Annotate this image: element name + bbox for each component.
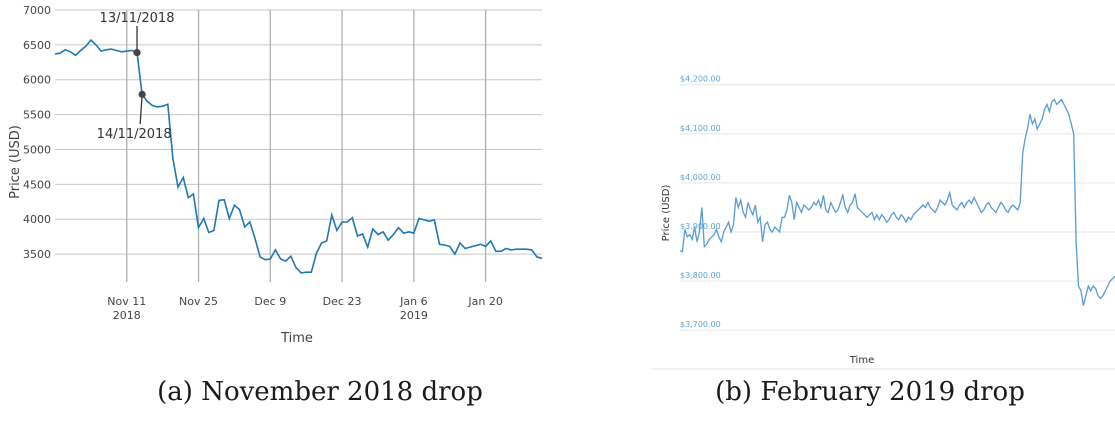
chart-b-price-line	[679, 98, 1115, 306]
chart-a-y-tick-label: 6000	[23, 74, 51, 87]
chart-a-gridlines	[55, 9, 542, 282]
chart-a-y-tick-label: 5000	[23, 143, 51, 156]
chart-b-y-tick-label: $4,000.00	[680, 173, 721, 182]
chart-a-x-tick-sublabel: 2019	[400, 309, 428, 322]
chart-a-y-tick-label: 4500	[23, 178, 51, 191]
chart-b-y-tick-label: $4,200.00	[680, 75, 721, 84]
chart-a-x-tick-label: Jan 6	[399, 295, 427, 308]
caption-b: (b) February 2019 drop	[715, 377, 1025, 407]
chart-a-y-axis-label: Price (USD)	[8, 125, 23, 199]
chart-b-y-axis-label: Price (USD)	[661, 185, 672, 242]
chart-b-y-tick-label: $4,100.00	[680, 124, 721, 133]
chart-a-annotation-label: 13/11/2018	[100, 11, 175, 26]
chart-a-y-tick-label: 5500	[23, 109, 51, 122]
chart-a-x-tick-label: Nov 25	[179, 295, 218, 308]
chart-a-x-tick-label: Nov 11	[107, 295, 146, 308]
chart-a-x-tick-label: Jan 20	[467, 295, 502, 308]
chart-a-x-tick-sublabel: 2018	[113, 309, 141, 322]
chart-a-annotation-marker	[138, 90, 146, 98]
chart-a-x-tick-label: Dec 9	[254, 295, 286, 308]
chart-a-annotation-label: 14/11/2018	[97, 127, 172, 142]
chart-a-annotations: 13/11/2018 14/11/2018	[97, 11, 175, 142]
chart-a-y-tick-label: 3500	[23, 248, 51, 261]
chart-b-y-tick-labels: $4,200.00$4,100.00$4,000.00$3,900.00$3,8…	[680, 75, 721, 329]
chart-b-gridlines	[652, 84, 1115, 370]
chart-a-annotation-marker	[133, 48, 141, 57]
caption-a: (a) November 2018 drop	[157, 377, 483, 407]
chart-a-y-tick-label: 4000	[23, 213, 51, 226]
chart-a-y-tick-label: 6500	[23, 39, 51, 52]
chart-b-y-tick-label: $3,700.00	[680, 320, 721, 329]
chart-a-x-axis-label: Time	[280, 331, 313, 346]
chart-b: $4,200.00$4,100.00$4,000.00$3,900.00$3,8…	[652, 75, 1115, 370]
chart-a-price-line	[54, 38, 543, 274]
chart-a-x-tick-label: Dec 23	[323, 295, 362, 308]
chart-b-x-axis-label: Time	[849, 355, 874, 366]
chart-a-y-tick-label: 7000	[23, 4, 51, 17]
chart-a-y-tick-labels: 3500 4000 4500 5000 5500 6000 6500 7000	[23, 4, 51, 261]
chart-b-y-tick-label: $3,800.00	[680, 271, 721, 280]
chart-a-annotation-arrow	[139, 94, 143, 125]
